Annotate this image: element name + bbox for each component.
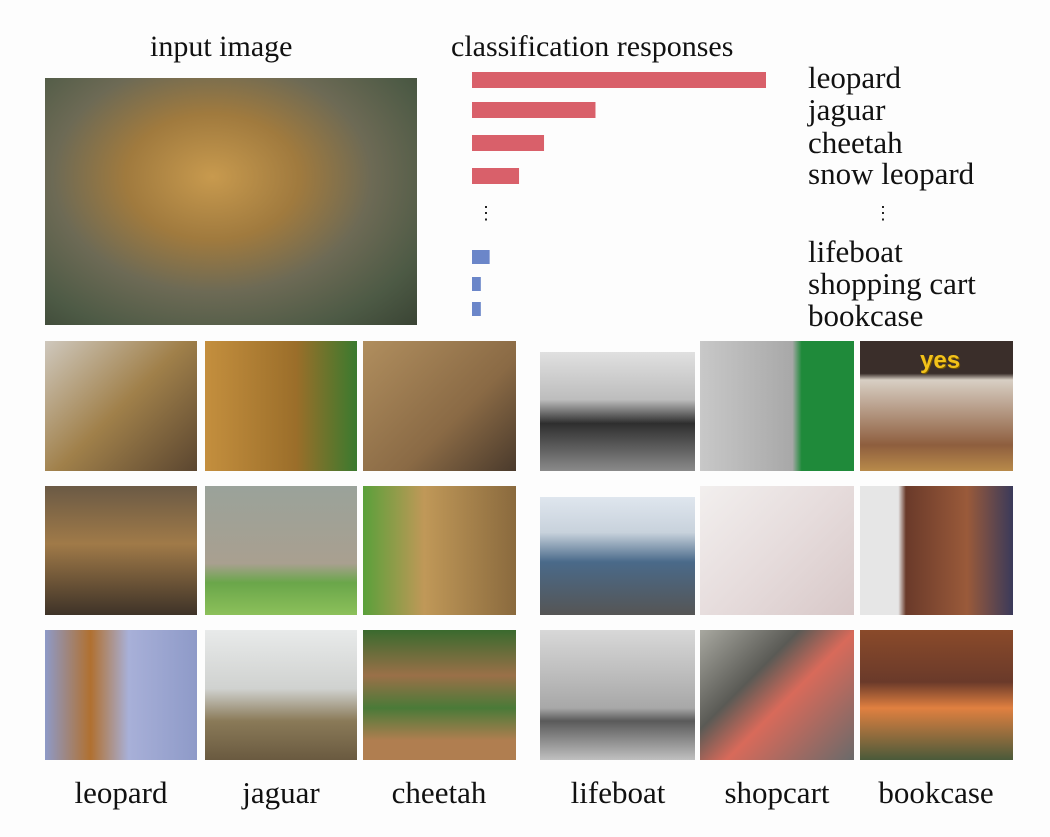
column-label-cheetah: cheetah bbox=[391, 775, 487, 810]
thumbnail-shopcart-2 bbox=[700, 486, 854, 615]
thumbnail-bookcase-1: yes bbox=[860, 341, 1013, 471]
input-image-title: input image bbox=[150, 30, 293, 63]
bar-cheetah bbox=[472, 135, 545, 151]
bar-ellipsis: ⋮ bbox=[477, 203, 495, 223]
bar-jaguar bbox=[472, 102, 596, 118]
classification-bar-chart bbox=[472, 72, 766, 316]
class-label-lifeboat: lifeboat bbox=[808, 234, 903, 269]
thumbnail-jaguar-3 bbox=[205, 630, 357, 760]
thumbnail-leopard-1 bbox=[45, 341, 197, 471]
thumbnail-yes-text: yes bbox=[920, 347, 961, 374]
column-label-lifeboat: lifeboat bbox=[570, 775, 666, 810]
thumbnail-cheetah-3 bbox=[363, 630, 516, 760]
class-label-jaguar: jaguar bbox=[808, 92, 886, 127]
column-label-bookcase: bookcase bbox=[878, 775, 994, 810]
bar-snow-leopard bbox=[472, 168, 520, 184]
input-image-leopard bbox=[45, 78, 417, 325]
column-label-jaguar: jaguar bbox=[242, 775, 320, 810]
bar-shopping-cart bbox=[472, 277, 481, 291]
thumbnail-leopard-3 bbox=[45, 630, 197, 760]
thumbnail-bookcase-2 bbox=[860, 486, 1013, 615]
class-label-bookcase: bookcase bbox=[808, 298, 924, 333]
thumbnail-lifeboat-3 bbox=[540, 630, 695, 760]
thumbnail-lifeboat-1 bbox=[540, 352, 695, 471]
class-label-shopping-cart: shopping cart bbox=[808, 266, 976, 301]
thumbnail-leopard-2 bbox=[45, 486, 197, 615]
class-label-snow-leopard: snow leopard bbox=[808, 156, 975, 191]
thumbnail-jaguar-2 bbox=[205, 486, 357, 615]
bar-lifeboat bbox=[472, 250, 490, 264]
bar-bookcase bbox=[472, 302, 481, 316]
class-label-leopard: leopard bbox=[808, 60, 901, 95]
thumbnail-shopcart-3 bbox=[700, 630, 854, 760]
thumbnail-shopcart-1 bbox=[700, 341, 854, 471]
label-ellipsis: ⋮ bbox=[874, 203, 892, 223]
thumbnail-cheetah-2 bbox=[363, 486, 516, 615]
thumbnail-cheetah-1 bbox=[363, 341, 516, 471]
thumbnail-lifeboat-2 bbox=[540, 497, 695, 615]
thumbnail-jaguar-1 bbox=[205, 341, 357, 471]
column-label-shopcart: shopcart bbox=[724, 775, 830, 810]
thumbnail-bookcase-3 bbox=[860, 630, 1013, 760]
class-label-cheetah: cheetah bbox=[808, 125, 903, 160]
chart-title: classification responses bbox=[451, 30, 734, 63]
bar-leopard bbox=[472, 72, 766, 88]
column-label-leopard: leopard bbox=[74, 775, 168, 810]
